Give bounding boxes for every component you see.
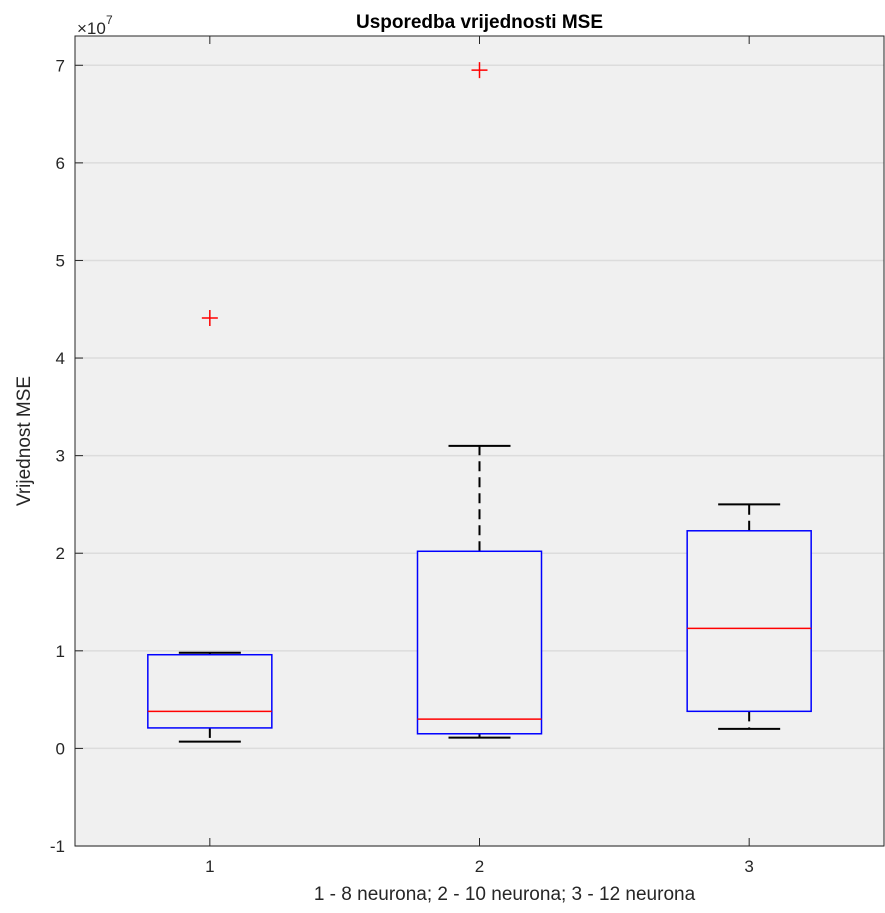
- y-tick-label: 5: [56, 251, 65, 270]
- axes: -1 0 1 2 3 4 5 6 7 1 2 3: [50, 35, 885, 876]
- outlier-marker: [471, 62, 488, 79]
- chart-title: Usporedba vrijednosti MSE: [356, 12, 603, 33]
- box-marks: [147, 62, 812, 743]
- y-tick-label: -1: [50, 837, 65, 856]
- y-tick-label: 2: [56, 544, 65, 563]
- outlier-marker: [201, 310, 218, 327]
- y-tick-label: 1: [56, 642, 65, 661]
- y-tick-label: 3: [56, 447, 65, 466]
- box: [147, 653, 273, 729]
- x-tick-label: 2: [475, 857, 484, 876]
- box: [686, 530, 812, 713]
- y-exponent-base: ×10: [77, 19, 106, 38]
- box: [416, 550, 543, 735]
- y-exponent-power: 7: [106, 13, 113, 27]
- x-tick-label: 3: [744, 857, 753, 876]
- box-group-1: [147, 310, 273, 743]
- y-tick-label: 7: [56, 56, 65, 75]
- y-axis-label: Vrijednost MSE: [14, 376, 35, 506]
- x-tick-label: 1: [205, 857, 214, 876]
- y-tick-label: 6: [56, 154, 65, 173]
- axes-frame: [74, 35, 885, 847]
- x-axis-label: 1 - 8 neurona; 2 - 10 neurona; 3 - 12 ne…: [314, 884, 696, 905]
- box-group-2: [416, 62, 543, 739]
- box-group-3: [686, 503, 812, 730]
- y-tick-label: 0: [56, 739, 65, 758]
- y-tick-label: 4: [56, 349, 65, 368]
